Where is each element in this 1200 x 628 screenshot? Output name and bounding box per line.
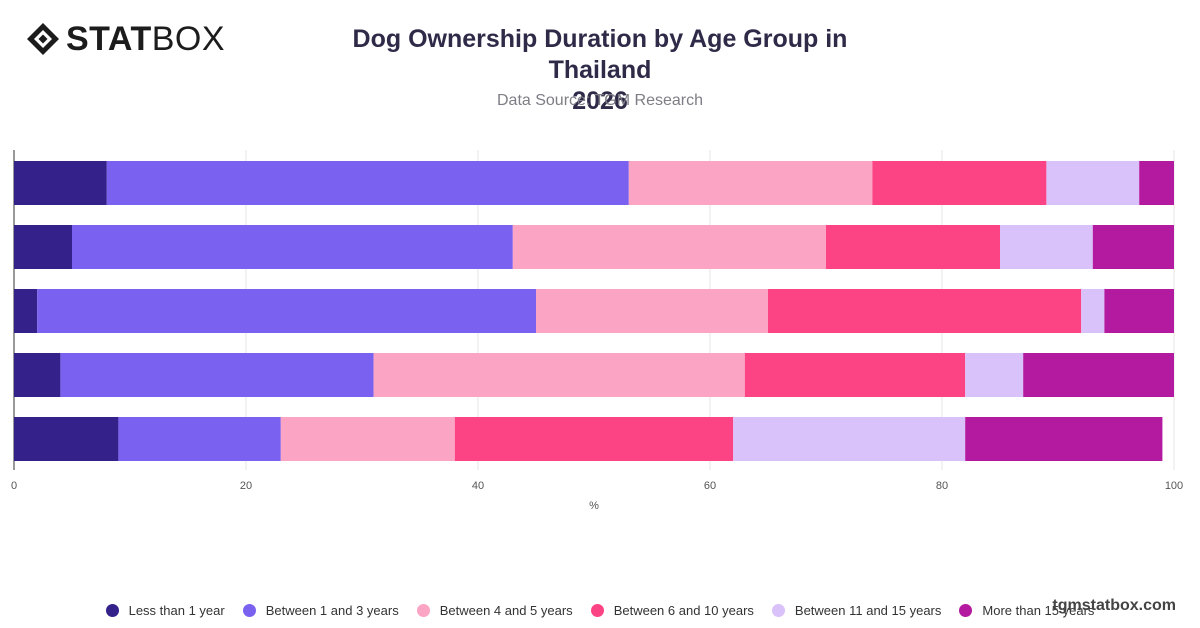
bar-segment	[1104, 289, 1174, 333]
diamond-logo-icon	[27, 23, 59, 55]
bar-segment	[454, 417, 734, 461]
bar-segment	[118, 417, 281, 461]
legend-swatch-icon	[416, 604, 430, 617]
legend-item[interactable]: Between 11 and 15 years	[771, 603, 942, 618]
legend-item[interactable]: Between 1 and 3 years	[242, 603, 399, 618]
watermark: tgmstatbox.com	[1052, 597, 1176, 614]
bar-segment	[965, 417, 1163, 461]
bar-segment	[106, 161, 629, 205]
x-axis: 0 20 40 60 80 100%	[11, 480, 1183, 512]
legend-item[interactable]: Between 6 and 10 years	[590, 603, 754, 618]
legend-label: More than 15 years	[982, 603, 1095, 618]
legend-label: Less than 1 year	[128, 603, 225, 618]
stacked-bar-chart: 0 20 40 60 80 100%	[11, 150, 1183, 512]
bar-segment	[1023, 353, 1174, 397]
legend-item[interactable]: Less than 1 year	[105, 603, 225, 618]
chart-title-line-2: 2026	[572, 87, 628, 115]
legend-swatch-icon	[105, 604, 119, 617]
bar-segment	[744, 353, 966, 397]
bar-segment	[1081, 289, 1105, 333]
x-tick-label: 60	[704, 480, 716, 492]
bar-segment	[1092, 225, 1174, 269]
legend-swatch-icon	[771, 604, 785, 617]
legend-swatch-icon	[590, 604, 604, 617]
bar-segment	[536, 289, 768, 333]
legend-item[interactable]: Between 4 and 5 years	[416, 603, 573, 618]
bar-segment	[965, 353, 1024, 397]
bar-segment	[14, 161, 107, 205]
chart-title-line-1: Dog Ownership Duration by Age Group in T…	[352, 25, 848, 84]
legend-label: Between 6 and 10 years	[613, 603, 754, 618]
logo-text-bold: STAT	[66, 20, 152, 58]
x-axis-label: %	[589, 500, 599, 512]
bar-segment	[872, 161, 1047, 205]
x-tick-label: 80	[936, 480, 948, 492]
bar-segment	[768, 289, 1082, 333]
legend-label: Between 1 and 3 years	[265, 603, 399, 618]
bar-segment	[14, 225, 72, 269]
bar-segment	[60, 353, 374, 397]
legend-swatch-icon	[959, 604, 973, 617]
x-tick-label: 100	[1165, 480, 1183, 492]
chart-subtitle: Data Source: TGM Research	[496, 92, 703, 109]
x-tick-label: 20	[240, 480, 252, 492]
bar-segment	[628, 161, 873, 205]
bar-segment	[14, 289, 38, 333]
legend-swatch-icon	[242, 604, 256, 617]
bar-segment	[72, 225, 513, 269]
x-tick-label: 0	[11, 480, 17, 492]
legend-label: Between 11 and 15 years	[794, 603, 942, 618]
x-tick-label: 40	[472, 480, 484, 492]
bar-segment	[1000, 225, 1093, 269]
bar-segment	[1139, 161, 1174, 205]
chart-legend: Less than 1 year Between 1 and 3 years Bet…	[0, 603, 1200, 618]
chart-title: Dog Ownership Duration by Age Group in T…	[300, 24, 900, 117]
bar-segment	[14, 417, 119, 461]
bar-segment	[373, 353, 745, 397]
bars	[14, 161, 1174, 461]
bar-segment	[826, 225, 1000, 269]
logo-text: STATBOX	[66, 22, 225, 56]
bar-segment	[14, 353, 61, 397]
logo-text-light: BOX	[151, 20, 226, 58]
statbox-logo: STATBOX	[26, 22, 225, 56]
legend-label: Between 4 and 5 years	[439, 603, 573, 618]
legend-item[interactable]: More than 15 years	[959, 603, 1094, 618]
bar-segment	[280, 417, 455, 461]
bar-segment	[1046, 161, 1140, 205]
bar-segment	[733, 417, 966, 461]
bar-segment	[37, 289, 536, 333]
bar-segment	[512, 225, 826, 269]
